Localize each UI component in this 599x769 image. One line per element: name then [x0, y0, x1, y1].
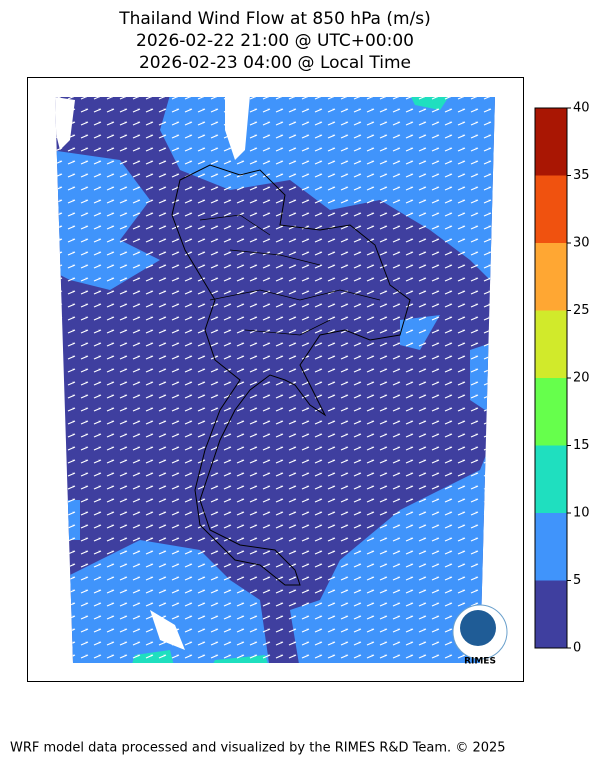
colorbar-segment — [535, 445, 567, 513]
subtitle: 2026-02-23 04:00 @ Local Time — [139, 53, 411, 73]
logo-text: RIMES — [464, 657, 496, 667]
colorbar-tick-label: 25 — [573, 303, 590, 318]
colorbar-tick-label: 40 — [573, 101, 590, 116]
colorbar-segment — [535, 513, 567, 581]
colorbar-tick-label: 10 — [573, 506, 590, 521]
colorbar-tick-label: 30 — [573, 236, 590, 251]
colorbar-tick-label: 0 — [573, 641, 581, 656]
wind-map — [55, 97, 495, 663]
map-frame — [27, 77, 524, 682]
country-border — [171, 164, 411, 586]
title: Thailand Wind Flow at 850 hPa (m/s) — [118, 9, 431, 29]
colorbar-tick-label: 20 — [573, 371, 590, 386]
colorbar-segment — [535, 175, 567, 243]
wind-arrows — [55, 97, 495, 663]
colorbar-tick-label: 5 — [573, 573, 581, 588]
subtitle: 2026-02-22 21:00 @ UTC+00:00 — [136, 31, 414, 51]
colorbar-segment — [535, 310, 567, 378]
colorbar-tick-label: 15 — [573, 438, 590, 453]
colorbar-tick-label: 35 — [573, 168, 590, 183]
logo: RIMES — [452, 604, 508, 667]
colorbar-segment — [535, 580, 567, 648]
province-borders — [199, 214, 381, 336]
footer: WRF model data processed and visualized … — [10, 741, 506, 756]
colorbar-segment — [535, 243, 567, 311]
colorbar-segment — [535, 378, 567, 446]
colorbar: 0 5 10 15 20 25 30 35 40 — [534, 101, 590, 656]
colorbar-segment — [535, 108, 567, 176]
